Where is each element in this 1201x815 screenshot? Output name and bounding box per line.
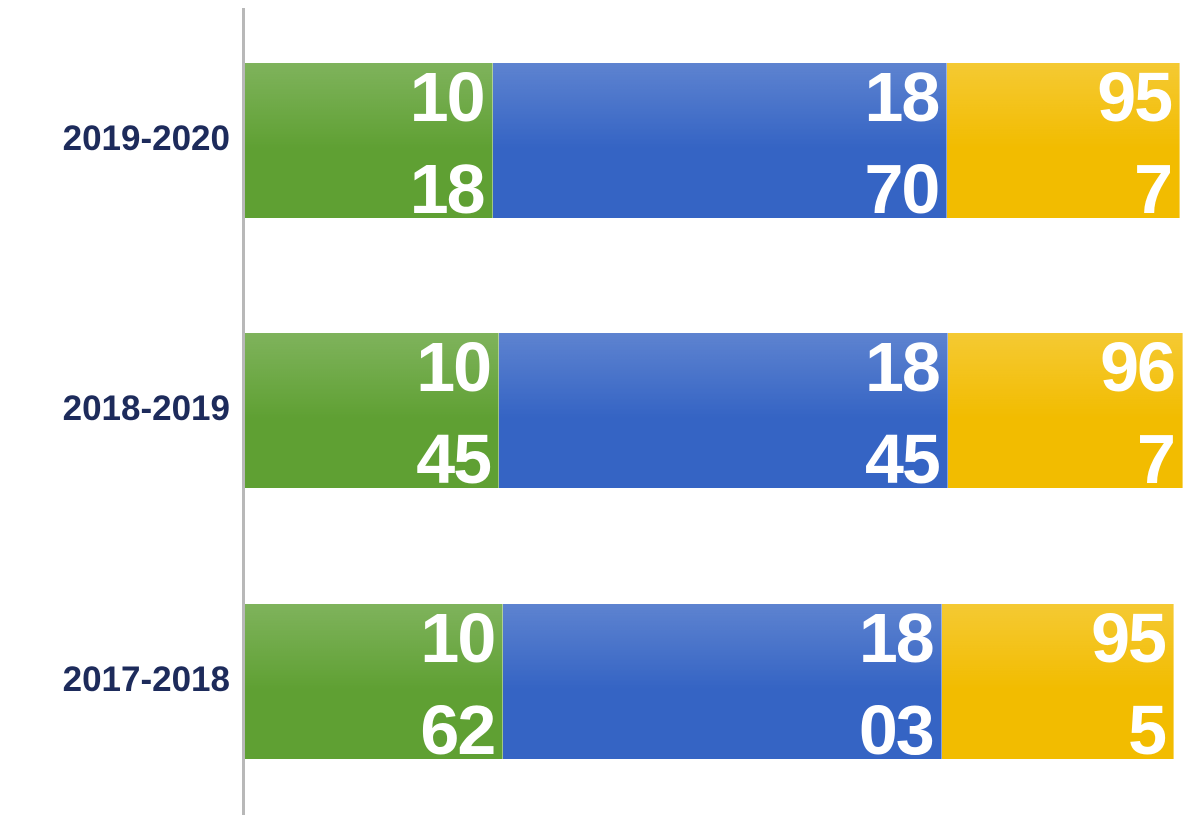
- bar-segment: 1045: [245, 333, 499, 488]
- bar-segment: 967: [948, 333, 1183, 488]
- bar-segment: 1845: [499, 333, 948, 488]
- bar-segment: 957: [947, 63, 1180, 218]
- bar-segment: 1870: [493, 63, 948, 218]
- bar-segment: 955: [942, 604, 1174, 759]
- data-label: 1045: [408, 321, 490, 505]
- data-label: 1803: [851, 592, 933, 776]
- bar-segment: 1803: [503, 604, 941, 759]
- data-label: 1870: [856, 51, 938, 235]
- data-label: 1845: [857, 321, 939, 505]
- data-label: 1062: [412, 592, 494, 776]
- chart: 2019-2020101818709572018-201910451845967…: [0, 0, 1201, 815]
- data-label: 955: [1083, 592, 1165, 776]
- data-label: 967: [1092, 321, 1174, 505]
- bar-segment: 1062: [245, 604, 503, 759]
- category-label: 2018-2019: [63, 389, 230, 429]
- data-label: 957: [1089, 51, 1171, 235]
- data-label: 1018: [402, 51, 484, 235]
- category-label: 2019-2020: [63, 119, 230, 159]
- category-label: 2017-2018: [63, 660, 230, 700]
- bar-segment: 1018: [245, 63, 493, 218]
